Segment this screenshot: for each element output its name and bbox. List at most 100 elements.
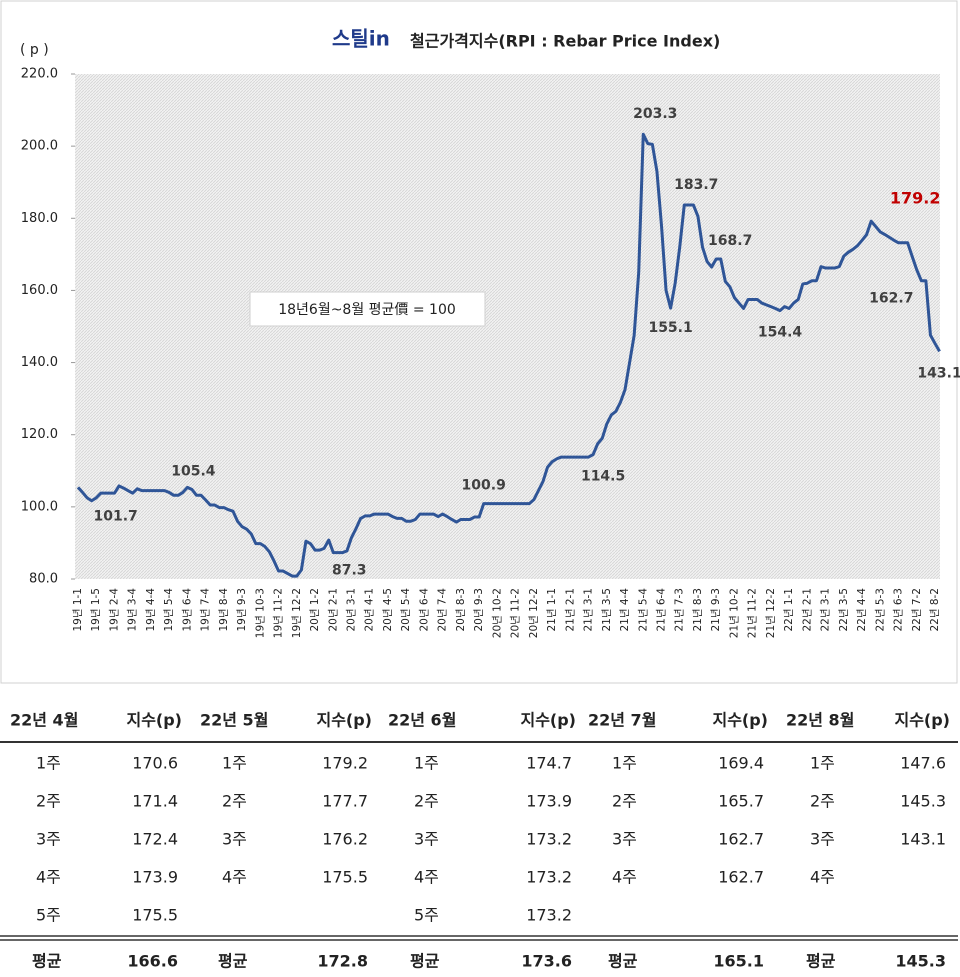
x-tick-label: 21년 4-4: [619, 588, 631, 632]
x-tick-label: 22년 6-3: [893, 588, 905, 632]
table-header: 지수(p): [520, 711, 576, 730]
value-label: 143.1: [917, 365, 960, 381]
value-label: 105.4: [171, 463, 216, 479]
chart-title: 철근가격지수(RPI : Rebar Price Index): [410, 32, 720, 51]
x-tick-label: 22년 3-1: [820, 588, 832, 632]
average-value: 145.3: [895, 952, 946, 971]
x-tick-label: 22년 2-1: [801, 588, 813, 632]
week-label: 3주: [810, 830, 835, 849]
annotation-box: [249, 291, 486, 327]
table-value: 145.3: [900, 792, 946, 811]
y-tick-label: 100.0: [21, 499, 58, 514]
table-value: 175.5: [132, 906, 178, 925]
x-tick-label: 21년 11-2: [747, 588, 759, 638]
value-label: 100.9: [462, 478, 506, 494]
table: 22년 4월 지수(p) 22년 5월 지수(p) 22년 6월 지수(p) 22년 7월 지…: [0, 711, 958, 971]
x-tick-label: 19년 2-4: [108, 588, 120, 632]
value-label: 179.2: [890, 189, 941, 208]
x-tick-label: 19년 5-4: [163, 588, 175, 632]
week-label: 1주: [810, 754, 835, 773]
table-value: 162.7: [718, 868, 764, 887]
week-label: 3주: [36, 830, 61, 849]
x-tick-label: 20년 7-4: [437, 588, 449, 632]
x-tick-label: 21년 1-1: [546, 588, 558, 632]
x-tick-label: 21년 9-3: [710, 588, 722, 632]
y-tick-label: 140.0: [21, 355, 58, 370]
average-value: 166.6: [127, 952, 178, 971]
average-label: 평균: [218, 952, 248, 971]
table-value: 179.2: [322, 754, 368, 773]
week-label: 4주: [36, 868, 61, 887]
y-tick-label: 220.0: [21, 67, 58, 82]
week-label: 5주: [36, 906, 61, 925]
x-tick-label: 21년 3-5: [601, 588, 613, 632]
table-value: 165.7: [718, 792, 764, 811]
week-label: 3주: [612, 830, 637, 849]
week-label: 2주: [810, 792, 835, 811]
x-tick-label: 22년 3-5: [838, 588, 850, 632]
average-label: 평균: [608, 952, 638, 971]
week-label: 1주: [414, 754, 439, 773]
table-value: 173.9: [526, 792, 572, 811]
y-tick-label: 200.0: [21, 139, 58, 154]
x-tick-label: 22년 7-2: [911, 588, 923, 632]
table-value: 174.7: [526, 754, 572, 773]
x-tick-label: 20년 9-3: [473, 588, 485, 632]
x-tick-label: 19년 6-4: [181, 588, 193, 632]
value-label: 101.7: [94, 509, 138, 525]
value-label: 183.7: [674, 177, 718, 193]
x-tick-label: 20년 8-3: [455, 588, 467, 632]
line-series: [76, 132, 941, 578]
value-label: 168.7: [708, 233, 752, 249]
table-value: 173.2: [526, 830, 572, 849]
y-tick-label: 160.0: [21, 283, 58, 298]
average-value: 165.1: [713, 952, 764, 971]
x-tick-label: 22년 1-1: [783, 588, 795, 632]
x-tick-label: 21년 2-1: [564, 588, 576, 632]
x-tick-label: 20년 4-5: [382, 588, 394, 632]
plot-area: [75, 74, 940, 579]
x-tick-label: 21년 8-3: [692, 588, 704, 632]
x-tick-label: 21년 10-2: [728, 588, 740, 638]
chart: 80.0 100.0 120.0 140.0 160.0 180.0 200.0 220.0 1…: [21, 67, 960, 639]
week-label: 4주: [222, 868, 247, 887]
x-tick-label: 21년 3-1: [583, 588, 595, 632]
week-label: 1주: [222, 754, 247, 773]
x-tick-label: 20년 5-4: [400, 588, 412, 632]
x-tick-label: 20년 6-4: [418, 588, 430, 632]
table-value: 177.7: [322, 792, 368, 811]
value-label: 162.7: [869, 291, 913, 307]
week-label: 1주: [36, 754, 61, 773]
table-value: 162.7: [718, 830, 764, 849]
x-tick-label: 19년 7-4: [200, 588, 212, 632]
table-value: 175.5: [322, 868, 368, 887]
x-tick-label: 22년 4-4: [856, 588, 868, 632]
table-header: 22년 4월: [10, 711, 78, 730]
average-value: 172.8: [317, 952, 368, 971]
table-value: 171.4: [132, 792, 178, 811]
table-header: 22년 6월: [388, 711, 456, 730]
x-tick-label: 20년 1-2: [309, 588, 321, 632]
week-label: 2주: [612, 792, 637, 811]
value-label: 114.5: [581, 469, 625, 485]
table-header: 22년 5월: [200, 711, 268, 730]
week-label: 2주: [414, 792, 439, 811]
table-header: 지수(p): [126, 711, 182, 730]
y-tick-label: 180.0: [21, 211, 58, 226]
table-value: 176.2: [322, 830, 368, 849]
table-value: 170.6: [132, 754, 178, 773]
table-value: 172.4: [132, 830, 178, 849]
x-tick-label: 22년 8-2: [929, 588, 941, 632]
x-tick-label: 19년 4-4: [145, 588, 157, 632]
week-label: 2주: [36, 792, 61, 811]
x-tick-label: 20년 3-1: [346, 588, 358, 632]
week-label: 1주: [612, 754, 637, 773]
average-label: 평균: [806, 952, 836, 971]
average-value: 173.6: [521, 952, 572, 971]
x-tick-label: 20년 11-2: [510, 588, 522, 638]
week-label: 2주: [222, 792, 247, 811]
table-header: 22년 7월: [588, 711, 656, 730]
value-label: 155.1: [648, 320, 692, 336]
week-label: 4주: [810, 868, 835, 887]
